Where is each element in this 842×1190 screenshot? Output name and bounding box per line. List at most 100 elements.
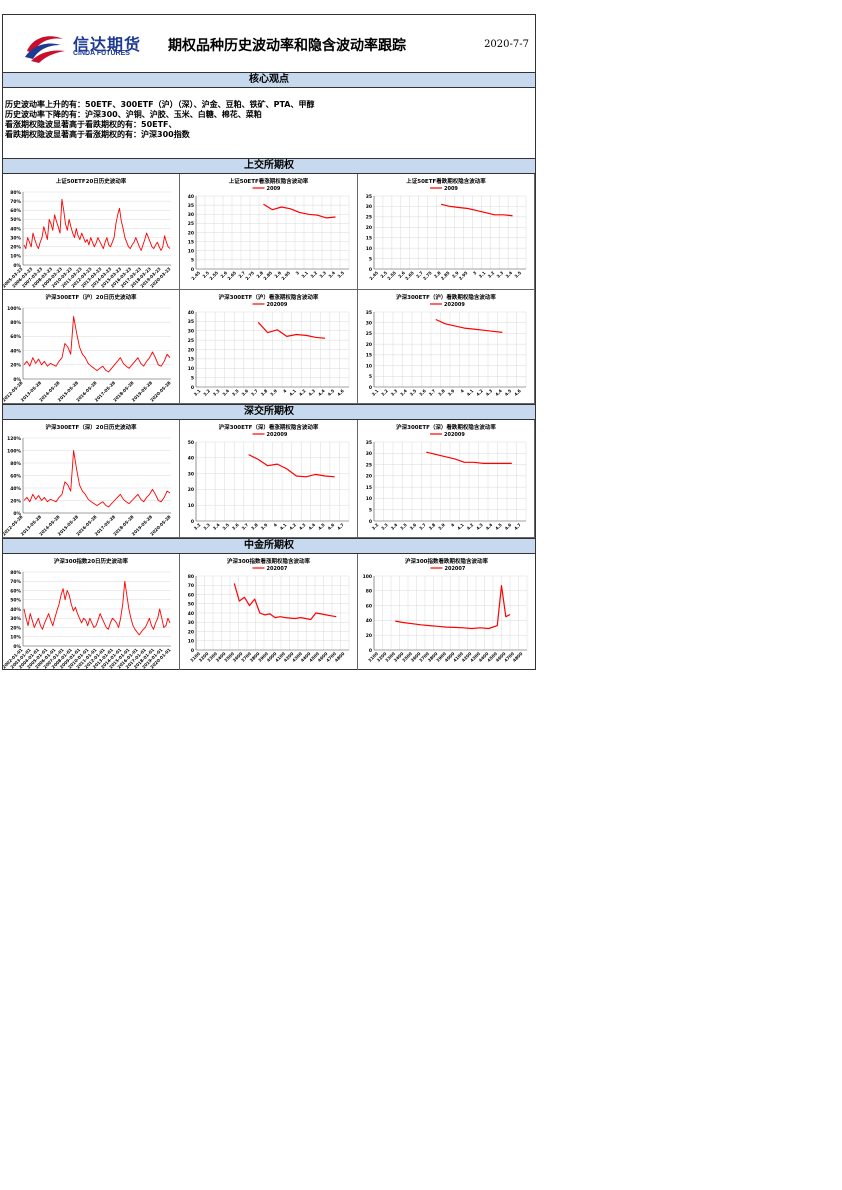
- y-tick-label: 80: [366, 589, 372, 595]
- x-tick-label: 3.9: [269, 388, 278, 397]
- c4-svg: 沪深300ETF（沪）20日历史波动率100%80%60%40%20%0%201…: [3, 293, 172, 403]
- chart-title: 沪深300指数看涨期权隐含波动率: [227, 557, 310, 565]
- series-line: [426, 451, 512, 464]
- y-tick-label: 50%: [10, 598, 21, 604]
- x-tick-label: 4.5: [504, 388, 513, 397]
- x-tick-label: 3400: [393, 651, 405, 663]
- x-tick-label: 3.2: [380, 388, 389, 397]
- y-tick-label: 20: [188, 487, 194, 493]
- x-tick-label: 4.5: [317, 522, 326, 531]
- y-tick-label: 25: [366, 215, 372, 221]
- y-tick-label: 25: [188, 338, 194, 344]
- x-tick-label: 3.5: [409, 388, 418, 397]
- x-tick-label: 4100: [274, 651, 286, 663]
- x-tick-label: 3.2: [487, 270, 496, 279]
- y-tick-label: 10%: [10, 254, 21, 260]
- x-tick-label: 4.2: [288, 522, 297, 531]
- x-tick-label: 3.3: [390, 388, 399, 397]
- y-tick-label: 20: [366, 633, 372, 639]
- x-tick-label: 3.2: [193, 522, 202, 531]
- y-tick-label: 30: [188, 329, 194, 335]
- y-tick-label: 20: [366, 342, 372, 348]
- y-tick-label: 100%: [7, 306, 21, 312]
- chart-300etf-sh-hv: 沪深300ETF（沪）20日历史波动率 100% 80% 60% 40% 20% 0% 201…: [3, 290, 180, 404]
- x-tick-label: 4200: [461, 651, 473, 663]
- x-tick-label: 4600: [317, 651, 329, 663]
- x-tick-label: 4.3: [485, 388, 494, 397]
- chart-title: 沪深300ETF（沪）看跌期权隐含波动率: [396, 293, 496, 301]
- x-tick-label: 3600: [232, 651, 244, 663]
- y-tick-label: 25: [366, 331, 372, 337]
- x-tick-label: 3.8: [437, 388, 446, 397]
- x-tick-label: 4100: [452, 651, 464, 663]
- x-tick-label: 3.7: [250, 388, 259, 397]
- x-tick-label: 4.6: [327, 522, 336, 531]
- legend-label: 202007: [267, 566, 288, 572]
- x-tick-label: 3.7: [418, 522, 427, 531]
- x-tick-label: 2.65: [404, 270, 415, 281]
- x-tick-label: 3200: [376, 651, 388, 663]
- y-tick-label: 0: [191, 385, 194, 391]
- y-tick-label: 40%: [10, 607, 21, 613]
- x-tick-label: 3.3: [496, 270, 505, 279]
- x-tick-label: 4.2: [475, 388, 484, 397]
- x-tick-label: 4.1: [466, 388, 475, 397]
- x-tick-label: 2.95: [280, 270, 291, 281]
- x-tick-label: 3.7: [241, 522, 250, 531]
- cinda-logo-icon: [25, 36, 65, 63]
- x-tick-label: 2.9: [273, 270, 282, 279]
- chart-300etf-sz-put-iv: 沪深300ETF（深）看跌期权隐含波动率 202009 35 30 25 20 15 10 5 0…: [358, 420, 535, 538]
- x-tick-label: 3.2: [309, 270, 318, 279]
- x-tick-label: 3.8: [428, 522, 437, 531]
- x-tick-label: 3: [295, 270, 301, 276]
- y-tick-label: 20: [366, 225, 372, 231]
- y-tick-label: 0%: [13, 511, 21, 517]
- y-tick-label: 70: [188, 583, 194, 589]
- legend-label: 202009: [267, 302, 288, 308]
- y-tick-label: 40%: [10, 226, 21, 232]
- x-tick-label: 3100: [367, 651, 379, 663]
- section-szse-header: 深交所期权: [3, 404, 535, 420]
- c1-svg: 上证50ETF20日历史波动率 80% 70% 60% 50% 40% 30% 20% 10% 0…: [3, 177, 172, 289]
- y-tick-label: 60%: [10, 208, 21, 214]
- x-tick-label: 3500: [401, 651, 413, 663]
- x-tick-label: 3400: [215, 651, 227, 663]
- chart-title: 上证50ETF20日历史波动率: [56, 177, 127, 185]
- chart-50etf-put-iv: 上证50ETF看跌期权隐含波动率 2009 35 30 25 20 15 10 5 0 2.45 2.…: [358, 174, 535, 290]
- y-tick-label: 15: [188, 357, 194, 363]
- y-tick-label: 30%: [10, 235, 21, 241]
- series-line: [23, 580, 171, 636]
- x-tick-label: 3.5: [231, 388, 240, 397]
- x-tick-label: 3800: [427, 651, 439, 663]
- x-tick-label: 4000: [444, 651, 456, 663]
- c7-svg: 沪深300ETF（深）20日历史波动率 120% 100% 80% 60% 40% 20% 0…: [3, 423, 172, 537]
- y-tick-label: 0: [191, 648, 194, 654]
- x-tick-label: 2.5: [379, 270, 388, 279]
- y-tick-label: 100%: [7, 448, 21, 454]
- x-tick-label: 2.45: [190, 270, 201, 281]
- y-tick-label: 50%: [10, 217, 21, 223]
- x-tick-label: 4.7: [336, 522, 345, 531]
- y-tick-label: 0: [191, 519, 194, 525]
- chart-50etf-call-iv: 上证50ETF看涨期权隐含波动率 2009 40 35 30 25 20 15 10 5 0 2.45…: [180, 174, 358, 290]
- y-tick-label: 40: [366, 618, 372, 624]
- x-tick-label: 3: [472, 270, 478, 276]
- y-tick-label: 10: [188, 366, 194, 372]
- x-tick-label: 3.6: [409, 522, 418, 531]
- y-tick-label: 80%: [10, 320, 21, 326]
- y-tick-label: 60: [366, 603, 372, 609]
- y-tick-label: 60: [188, 592, 194, 598]
- chart-title: 沪深300指数20日历史波动率: [54, 557, 129, 565]
- x-tick-label: 2.95: [458, 270, 469, 281]
- x-tick-label: 4: [272, 522, 278, 528]
- x-tick-label: 3.6: [231, 522, 240, 531]
- y-tick-label: 20%: [10, 625, 21, 631]
- y-tick-label: 70%: [10, 199, 21, 205]
- section-sse-header: 上交所期权: [3, 158, 535, 174]
- x-tick-label: 3.3: [380, 522, 389, 531]
- chart-title: 沪深300ETF（深）20日历史波动率: [46, 423, 137, 431]
- y-tick-label: 0%: [13, 644, 21, 650]
